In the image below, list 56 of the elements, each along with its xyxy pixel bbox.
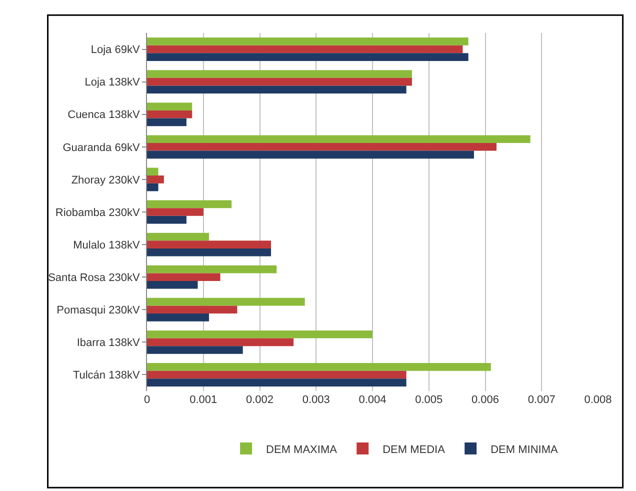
y-tick-label: Cuenca 138kV: [68, 109, 140, 122]
bar: [147, 346, 243, 354]
bar: [147, 45, 463, 54]
legend-label: DEM MAXIMA: [266, 444, 338, 456]
bar: [147, 298, 305, 306]
bar: [147, 281, 198, 289]
bar: [147, 273, 220, 281]
bar: [147, 265, 277, 274]
bar: [147, 110, 192, 118]
legend-label: DEM MEDIA: [382, 444, 446, 456]
bar: [147, 370, 406, 379]
y-tick-label: Tulcán 138kV: [72, 370, 140, 382]
bar: [147, 150, 474, 159]
x-tick-label: 0.005: [415, 394, 443, 406]
y-tick-label: Pomasqui 230kV: [56, 304, 140, 316]
x-tick-label: 0: [144, 394, 150, 406]
x-tick-label: 0.004: [358, 394, 386, 406]
y-tick-label: Riobamba 230kV: [55, 206, 140, 219]
x-tick-label: 0.008: [584, 394, 612, 406]
y-tick-label: Mulalo 138kV: [73, 239, 140, 252]
bar: [147, 240, 272, 248]
bar: [147, 135, 530, 143]
bar: [147, 306, 238, 314]
bar: [147, 53, 468, 61]
bar: [147, 183, 158, 192]
bar: [147, 378, 406, 386]
bar: [147, 363, 491, 371]
x-tick-label: 0.006: [471, 394, 500, 406]
bar: [147, 168, 158, 176]
y-tick-label: Loja 138kV: [84, 76, 140, 89]
bar: [147, 232, 210, 241]
x-tick-label: 0.007: [528, 394, 556, 406]
bar: [147, 70, 412, 78]
y-tick-label: Loja 69kV: [90, 44, 140, 56]
bar: [147, 216, 186, 224]
bar: [147, 118, 186, 126]
bar: [147, 330, 372, 338]
bar: [147, 208, 204, 216]
bar: [147, 200, 232, 208]
bar: [147, 143, 497, 151]
bar: [147, 248, 272, 256]
bar: [147, 86, 406, 94]
x-tick-label: 0.002: [246, 394, 274, 406]
bar: [147, 314, 210, 322]
legend-label: DEM MINIMA: [490, 444, 558, 456]
y-tick-label: Zhoray 230kV: [71, 174, 140, 186]
y-tick-label: Santa Rosa 230kV: [48, 272, 140, 284]
bar: [147, 38, 468, 46]
y-tick-label: Ibarra 138kV: [76, 337, 140, 350]
bar: [147, 102, 192, 110]
bar: [147, 338, 294, 346]
x-tick-label: 0.003: [302, 394, 330, 406]
x-tick-label: 0.001: [190, 394, 218, 406]
bar: [147, 78, 412, 86]
bar: [147, 176, 164, 184]
y-tick-label: Guaranda 69kV: [62, 142, 140, 154]
